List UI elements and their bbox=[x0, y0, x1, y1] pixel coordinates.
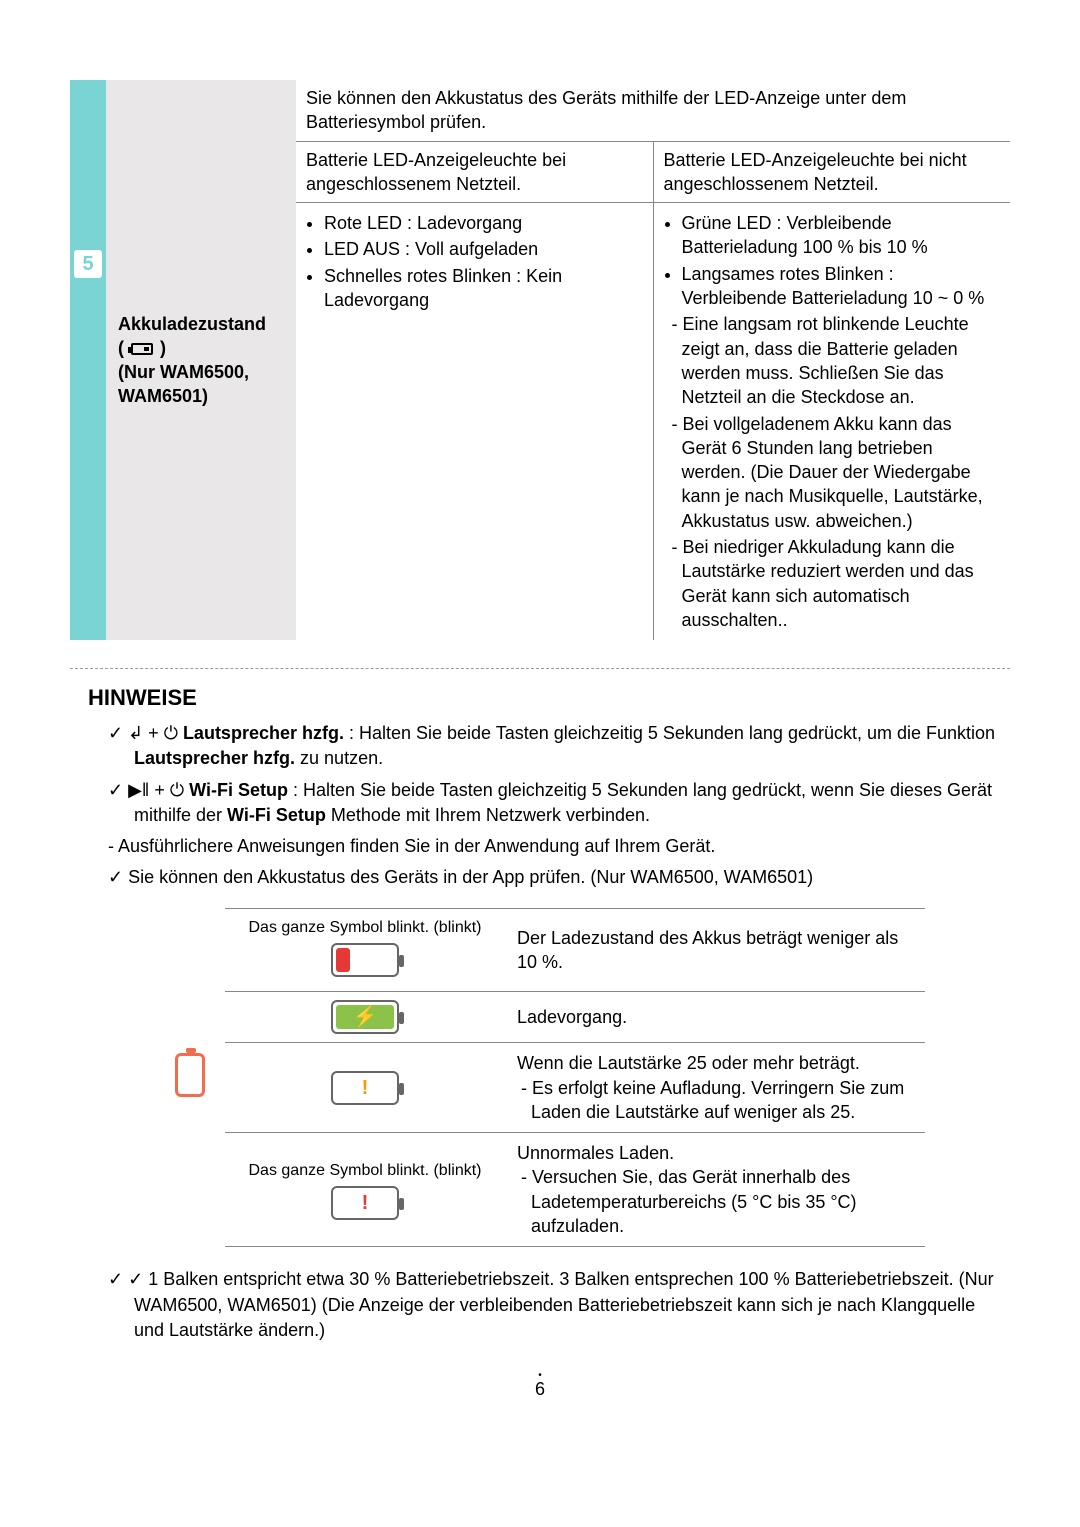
section5-right-bullets: Grüne LED : Verbleibende Batterieladung … bbox=[664, 211, 1001, 310]
state-desc: Der Ladezustand des Akkus beträgt wenige… bbox=[505, 909, 925, 992]
battery-warning-orange-icon: ! bbox=[331, 1071, 399, 1105]
hinweise-item: ↲ + ⏻ Lautsprecher hzfg. : Halten Sie be… bbox=[108, 721, 1010, 771]
state-cell: ! bbox=[225, 1043, 505, 1133]
section5-left-cell: Rote LED : Ladevorgang LED AUS : Voll au… bbox=[296, 203, 653, 641]
hinweise-item: Sie können den Akkustatus des Geräts in … bbox=[108, 865, 1010, 890]
battery-outline-icon-cell bbox=[155, 909, 225, 1247]
hinweise-text: ▶ǁ + ⏻ Wi-Fi Setup : Halten Sie beide Ta… bbox=[128, 780, 992, 825]
battery-icon bbox=[131, 343, 153, 355]
section5-right-cell: Grüne LED : Verbleibende Batterieladung … bbox=[653, 203, 1010, 641]
state-desc: Unnormales Laden.- Versuchen Sie, das Ge… bbox=[505, 1133, 925, 1247]
battery-outline-icon bbox=[175, 1053, 205, 1097]
hinweise-list: ↲ + ⏻ Lautsprecher hzfg. : Halten Sie be… bbox=[108, 721, 1010, 890]
hinweise-text: ↲ + ⏻ Lautsprecher hzfg. : Halten Sie be… bbox=[128, 723, 995, 768]
state-caption: Das ganze Symbol blinkt. (blinkt) bbox=[237, 917, 493, 939]
section5-badge-column: 5 bbox=[70, 80, 106, 640]
section5-left-bullets: Rote LED : Ladevorgang LED AUS : Voll au… bbox=[306, 211, 643, 312]
battery-warning-red-icon: ! bbox=[331, 1186, 399, 1220]
hinweise-text: Sie können den Akkustatus des Geräts in … bbox=[128, 867, 813, 887]
section5-label-line2: ( ) bbox=[118, 336, 284, 360]
section5-number: 5 bbox=[74, 250, 102, 278]
section5-label-line1: Akkuladezustand bbox=[118, 312, 284, 336]
section5-inner-table: Batterie LED-Anzeigeleuchte bei angeschl… bbox=[296, 142, 1010, 641]
state-cell: Das ganze Symbol blinkt. (blinkt) ! bbox=[225, 1133, 505, 1247]
state-cell: ⚡ bbox=[225, 992, 505, 1043]
state-cell: Das ganze Symbol blinkt. (blinkt) bbox=[225, 909, 505, 992]
section5-label-cell: Akkuladezustand ( ) (Nur WAM6500, WAM650… bbox=[106, 80, 296, 640]
section5-header-right: Batterie LED-Anzeigeleuchte bei nicht an… bbox=[653, 142, 1010, 203]
list-item: Grüne LED : Verbleibende Batterieladung … bbox=[682, 211, 1001, 260]
page: 5 Akkuladezustand ( ) (Nur WAM6500, WAM6… bbox=[0, 0, 1080, 1440]
battery-charging-icon: ⚡ bbox=[331, 1000, 399, 1034]
battery-low-red-icon bbox=[331, 943, 399, 977]
state-caption: Das ganze Symbol blinkt. (blinkt) bbox=[237, 1160, 493, 1182]
state-desc: Ladevorgang. bbox=[505, 992, 925, 1043]
page-number: • 6 bbox=[70, 1373, 1010, 1400]
list-item: Langsames rotes Blinken : Verbleibende B… bbox=[682, 262, 1001, 311]
dash-item: - Bei niedriger Akkuladung kann die Laut… bbox=[668, 535, 1001, 632]
footnote: ✓ 1 Balken entspricht etwa 30 % Batterie… bbox=[108, 1267, 1010, 1343]
section5-header-left: Batterie LED-Anzeigeleuchte bei angeschl… bbox=[296, 142, 653, 203]
section5-label-line3: (Nur WAM6500, bbox=[118, 360, 284, 384]
list-item: LED AUS : Voll aufgeladen bbox=[324, 237, 643, 261]
state-desc: Wenn die Lautstärke 25 oder mehr beträgt… bbox=[505, 1043, 925, 1133]
hinweise-item: Ausführlichere Anweisungen finden Sie in… bbox=[108, 834, 1010, 859]
dash-item: - Eine langsam rot blinkende Leuchte zei… bbox=[668, 312, 1001, 409]
hinweise-text: Ausführlichere Anweisungen finden Sie in… bbox=[118, 836, 715, 856]
section5-label-line4: WAM6501) bbox=[118, 384, 284, 408]
dash-item: - Bei vollgeladenem Akku kann das Gerät … bbox=[668, 412, 1001, 533]
list-item: Rote LED : Ladevorgang bbox=[324, 211, 643, 235]
list-item: Schnelles rotes Blinken : Kein Ladevorga… bbox=[324, 264, 643, 313]
hinweise-divider bbox=[70, 668, 1010, 669]
section5-top-note: Sie können den Akkustatus des Geräts mit… bbox=[296, 80, 1010, 141]
hinweise-title: HINWEISE bbox=[88, 685, 1010, 711]
battery-states-table: Das ganze Symbol blinkt. (blinkt) Der La… bbox=[155, 908, 925, 1247]
section5-table: 5 Akkuladezustand ( ) (Nur WAM6500, WAM6… bbox=[70, 80, 1010, 640]
hinweise-item: ▶ǁ + ⏻ Wi-Fi Setup : Halten Sie beide Ta… bbox=[108, 778, 1010, 828]
